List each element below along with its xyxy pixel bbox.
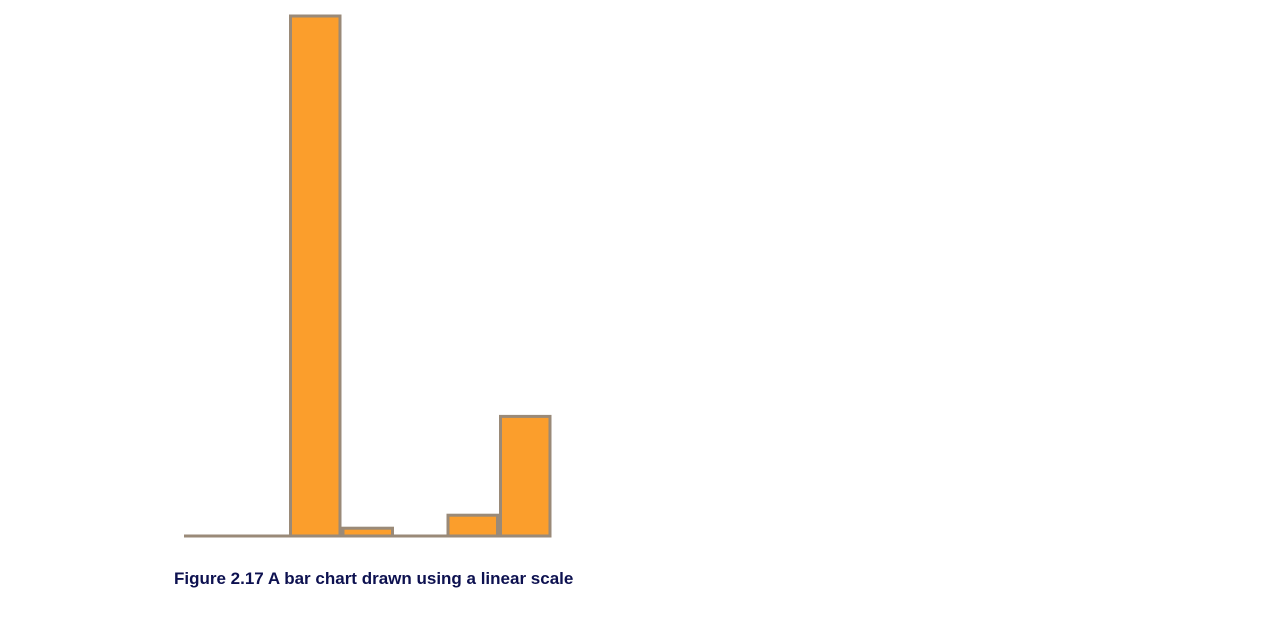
figure-caption: Figure 2.17 A bar chart drawn using a li… [174,569,574,588]
bars-layer [238,14,552,538]
bar-3 [289,14,342,538]
bar-7 [499,414,552,538]
bar-6 [446,513,499,538]
